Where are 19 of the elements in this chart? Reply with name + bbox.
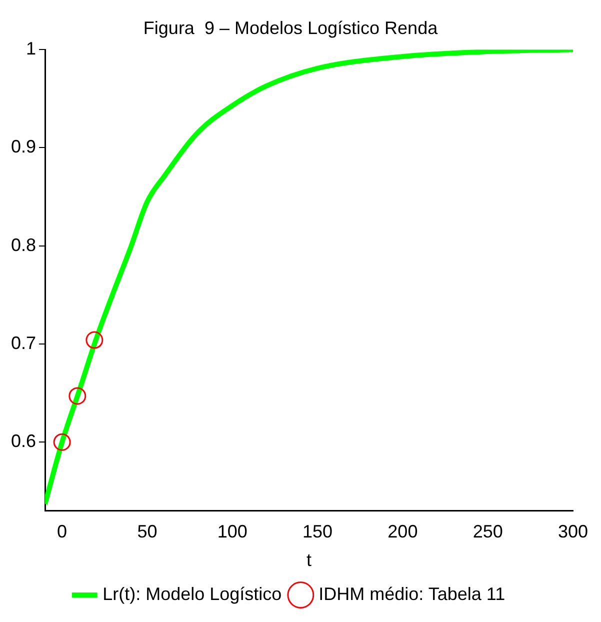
point	[68, 387, 86, 405]
legend-label: Lr(t): Modelo Logístico	[102, 584, 282, 604]
y-tick-label: 0.6	[10, 431, 36, 452]
y-tick-label: 0.7	[10, 332, 36, 353]
x-tick-label: 250	[472, 522, 503, 542]
legend-label: IDHM médio: Tabela 11	[318, 584, 506, 604]
x-tick-label: 300	[558, 522, 588, 542]
point	[86, 331, 104, 349]
chart-title: Figura 9 – Modelos Logístico Renda	[143, 18, 439, 38]
x-tick-label: 50	[137, 522, 158, 542]
y-tick-label: 0.8	[10, 234, 36, 255]
y-tick-label: 0.9	[10, 136, 36, 157]
x-tick-label: 100	[217, 522, 248, 542]
x-tick-label: 200	[388, 522, 418, 542]
y-tick-label: 1	[26, 38, 36, 59]
point	[53, 433, 71, 451]
x-tick-label: 150	[302, 522, 333, 542]
x-axis-title: t	[306, 550, 312, 570]
x-tick-label: 0	[57, 522, 68, 542]
